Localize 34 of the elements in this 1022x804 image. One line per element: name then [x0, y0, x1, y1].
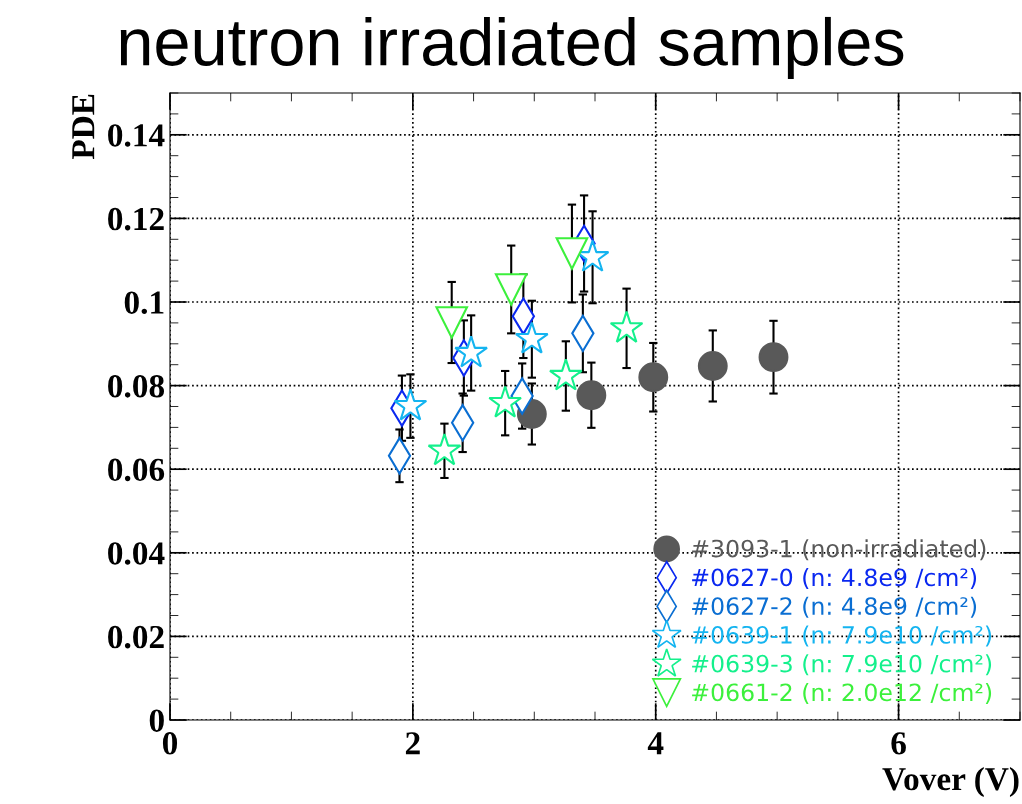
- point: [758, 342, 789, 373]
- point: [548, 358, 583, 391]
- y-tick-label: 0.04: [108, 542, 165, 565]
- x-tick-label: 2: [405, 732, 420, 755]
- x-tick-label: 4: [647, 732, 664, 755]
- y-tick-label: 0.14: [108, 124, 165, 147]
- point: [697, 351, 728, 381]
- legend-label: #0639-3 (n: 7.9e10 /cm²): [692, 654, 992, 676]
- point: [576, 380, 607, 411]
- point: [488, 385, 523, 418]
- legend-label: #0639-1 (n: 7.9e10 /cm²): [692, 625, 992, 647]
- point: [427, 433, 462, 466]
- x-tick-label: 6: [891, 732, 906, 755]
- y-tick-label: 0.02: [108, 625, 164, 649]
- point: [514, 321, 549, 354]
- point: [638, 362, 669, 393]
- x-axis-title: Vover (V): [882, 766, 1019, 798]
- point: [555, 237, 589, 270]
- y-tick-label: 0.06: [108, 458, 165, 482]
- legend-label: #0627-0 (n: 4.8e9 /cm²): [692, 567, 977, 590]
- y-tick-label: 0: [149, 709, 164, 732]
- point: [609, 310, 644, 343]
- legend-label: #3093-1 (non-irradiated): [692, 539, 986, 561]
- legend-label: #0627-2 (n: 4.8e9 /cm²): [692, 596, 977, 618]
- chart-title: neutron irradiated samples: [120, 16, 904, 80]
- y-tick-label: 0.1: [124, 291, 164, 315]
- point: [454, 335, 489, 368]
- y-tick-label: 0.12: [108, 207, 164, 231]
- point: [494, 273, 528, 306]
- y-tick-label: 0.08: [108, 375, 165, 398]
- point: [435, 306, 469, 339]
- point: [393, 388, 428, 421]
- y-axis-title: PDE: [72, 94, 95, 160]
- legend-label: #0661-2 (n: 2.0e12 /cm²): [692, 683, 992, 705]
